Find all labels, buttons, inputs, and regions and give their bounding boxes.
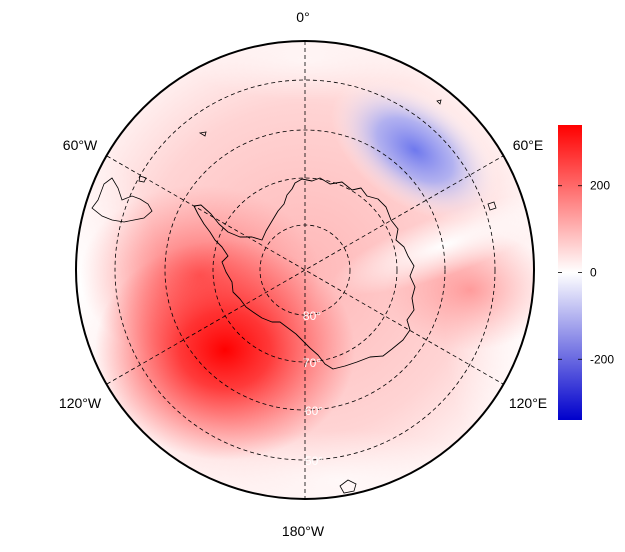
colorbar-ticks: 200 0 -200 xyxy=(558,179,614,366)
lat-circle-50 xyxy=(114,79,496,461)
new-zealand-island xyxy=(339,479,357,494)
colorbar: 200 0 -200 xyxy=(558,125,614,420)
falkland-islands xyxy=(138,175,147,183)
other-landmasses xyxy=(91,99,497,494)
antarctica-coastline xyxy=(193,177,416,370)
lat-label-70: 70° xyxy=(303,356,321,370)
lat-label-80: 80° xyxy=(303,309,321,323)
field-layer xyxy=(76,41,534,499)
map-boundary xyxy=(75,40,535,500)
lat-label-60: 60° xyxy=(305,404,323,418)
colorbar-tick-label: -200 xyxy=(590,352,614,366)
lat-circle-60 xyxy=(164,129,446,411)
colorbar-tick-label: 200 xyxy=(590,179,610,193)
lon-label-60e: 60°E xyxy=(513,137,544,153)
colorbar-tick-label: 0 xyxy=(590,266,597,280)
graticule xyxy=(106,41,504,499)
south-america-tip xyxy=(91,177,153,223)
lon-label-120w: 120°W xyxy=(59,395,102,411)
lon-label-0: 0° xyxy=(296,9,309,25)
lat-circle-70 xyxy=(212,177,398,363)
kerguelen-island xyxy=(487,201,497,211)
meridian-60w-120e xyxy=(106,155,504,385)
lon-label-180: 180°W xyxy=(282,523,325,539)
meridian-120w-60e xyxy=(106,155,504,385)
lon-label-60w: 60°W xyxy=(63,137,98,153)
lon-label-120e: 120°E xyxy=(509,395,547,411)
lat-label-50: 50° xyxy=(305,454,323,468)
small-island-east xyxy=(436,99,442,105)
south-georgia xyxy=(198,131,207,137)
